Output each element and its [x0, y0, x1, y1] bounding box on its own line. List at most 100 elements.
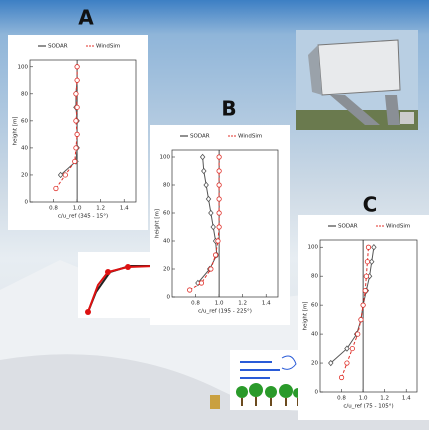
y-tick-label: 60 [21, 118, 28, 124]
data-point [358, 317, 364, 323]
y-tick-label: 0 [315, 390, 319, 396]
data-point [187, 287, 193, 293]
data-point [203, 181, 209, 189]
panel-title: B [221, 97, 236, 121]
legend-label: SODAR [48, 44, 68, 50]
y-tick-label: 100 [18, 64, 29, 70]
data-point [355, 331, 361, 337]
x-tick-label: 1.2 [380, 396, 389, 402]
y-tick-label: 80 [163, 183, 170, 189]
x-tick-label: 1.4 [120, 206, 129, 212]
data-point [74, 131, 80, 137]
y-tick-label: 100 [308, 245, 319, 251]
legend-label: WindSim [238, 134, 262, 140]
legend-label: SODAR [338, 224, 358, 230]
y-axis-label: height [m] [303, 302, 309, 331]
legend-label: WindSim [96, 44, 120, 50]
sodar-photo [296, 30, 418, 130]
x-axis-label: c/u_ref (195 - 225°) [198, 309, 252, 315]
data-point [216, 154, 222, 160]
data-point [72, 158, 78, 165]
x-tick-label: 1.2 [96, 206, 105, 212]
y-tick-label: 20 [311, 361, 318, 367]
data-point [57, 171, 64, 179]
curve-sketch [78, 252, 160, 318]
x-axis-label: c/u_ref (75 - 105°) [343, 404, 393, 410]
chart: C SODAR WindSim 0 20 40 60 80 100 0.8 1.0 1.2 1.4 c/u… [298, 193, 429, 420]
x-axis-label: c/u_ref (345 - 15°) [58, 214, 108, 220]
forest-sketch [230, 350, 305, 410]
data-point [212, 252, 219, 258]
chart: A SODAR WindSim 0 20 40 60 80 100 0.8 1.0 1.2 1.4 c/u… [8, 6, 148, 230]
y-tick-label: 40 [163, 239, 170, 245]
y-tick-label: 0 [25, 200, 29, 206]
legend-label: WindSim [386, 224, 410, 230]
data-point [344, 345, 350, 352]
data-point [73, 145, 79, 151]
y-tick-label: 80 [21, 91, 28, 97]
y-tick-label: 20 [21, 172, 28, 178]
panel-title: A [78, 6, 94, 30]
data-point [364, 259, 371, 265]
plot-frame [171, 149, 279, 298]
x-tick-label: 0.8 [337, 396, 346, 402]
data-point [328, 359, 334, 367]
data-point [371, 244, 377, 251]
y-axis-label: height [m] [155, 209, 161, 238]
x-tick-label: 0.8 [49, 206, 58, 212]
data-point [216, 182, 222, 188]
x-tick-label: 0.8 [191, 301, 200, 307]
data-point [363, 273, 369, 279]
data-point [73, 118, 79, 124]
data-point [73, 91, 79, 97]
data-point [216, 224, 222, 230]
profile-line [341, 247, 369, 378]
data-point [53, 185, 59, 192]
plot-frame [319, 239, 418, 393]
data-point [205, 195, 212, 203]
data-point [208, 209, 214, 217]
data-point [349, 345, 355, 352]
data-point [208, 266, 214, 272]
x-tick-label: 1.2 [238, 301, 247, 307]
chart: B SODAR WindSim 0 20 40 60 80 100 0.8 1.0 1.2 1.4 c/u… [150, 97, 290, 325]
hut [210, 395, 220, 409]
y-tick-label: 100 [160, 155, 171, 161]
x-tick-label: 1.0 [359, 396, 368, 402]
y-tick-label: 0 [167, 295, 171, 301]
x-tick-label: 1.0 [73, 206, 82, 212]
data-point [74, 64, 80, 70]
data-point [369, 258, 375, 265]
data-point [215, 238, 221, 244]
y-axis-label: height [m] [13, 117, 19, 146]
plot-frame [29, 59, 137, 203]
data-point [365, 244, 372, 250]
x-tick-label: 1.4 [262, 301, 271, 307]
data-point [210, 223, 216, 231]
y-tick-label: 40 [21, 145, 28, 151]
data-point [74, 77, 80, 83]
profile-line [189, 157, 220, 291]
data-point [360, 302, 366, 308]
y-tick-label: 40 [311, 332, 318, 338]
y-tick-label: 60 [163, 211, 170, 217]
legend-label: SODAR [190, 134, 210, 140]
data-point [338, 374, 345, 381]
data-point [201, 167, 207, 175]
data-point [74, 104, 80, 110]
data-point [62, 172, 68, 178]
data-point [216, 210, 222, 216]
panel-title: C [363, 193, 378, 217]
x-tick-label: 1.4 [402, 396, 411, 402]
data-point [362, 288, 368, 294]
y-tick-label: 60 [311, 303, 318, 309]
profile-line [55, 66, 78, 189]
y-tick-label: 80 [311, 274, 318, 280]
data-point [199, 153, 206, 161]
data-point [198, 280, 205, 286]
data-point [216, 168, 222, 174]
data-point [344, 360, 350, 366]
x-tick-label: 1.0 [215, 301, 224, 307]
